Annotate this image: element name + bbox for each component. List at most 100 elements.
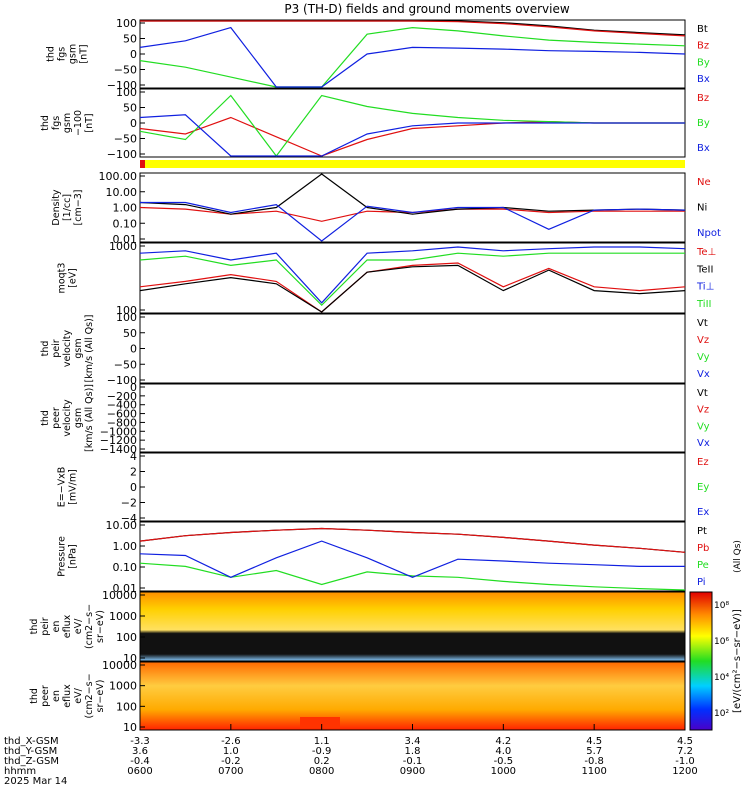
y-axis-label-line: gsm	[73, 338, 84, 358]
legend-Bx: Bx	[697, 74, 710, 85]
y-axis-label-line: [eV]	[68, 268, 79, 288]
legend-Vy: Vy	[697, 352, 710, 363]
legend-Ne: Ne	[697, 177, 711, 188]
legend-Ti⊥: Ti⊥	[696, 282, 714, 293]
plot-title: P3 (TH-D) fields and ground moments over…	[284, 2, 569, 16]
axis-row-label: thd_X-GSM	[4, 736, 59, 747]
x-tick-label: 1.1	[314, 736, 330, 747]
y-axis-label-line: [nT]	[84, 113, 95, 132]
y-axis-label-line: E=−VxB	[57, 467, 68, 508]
y-axis-label-line: en	[51, 621, 62, 633]
y-axis-label-line: [mV/m]	[68, 469, 79, 505]
y-axis-label-line: −100	[73, 110, 84, 136]
y-axis-label-fgs-gsm-100: thdfgsgsm−100[nT]	[40, 110, 95, 136]
y-axis-label-line: [nT]	[79, 44, 90, 63]
y-axis-label-line: gsm	[68, 44, 79, 64]
legend-Pt: Pt	[697, 526, 707, 537]
y-tick-label: 4	[130, 450, 137, 463]
y-axis-label-line: (cm2−s−	[84, 604, 95, 649]
legend-Bz: Bz	[697, 41, 709, 52]
y-axis-label-line: [km/s (All Qs)]	[84, 384, 95, 452]
x-tick-label: 0900	[400, 766, 425, 777]
y-tick-label: 0	[130, 481, 137, 494]
y-tick-label: 10	[123, 652, 137, 665]
y-axis-label-line: thd	[40, 341, 51, 357]
panel-frame-temperature	[139, 242, 686, 314]
x-tick-label: 0700	[218, 766, 243, 777]
panel-frame-efield	[139, 452, 686, 522]
axis-row-label: hhmm	[4, 766, 36, 777]
y-axis-label-line: peer	[51, 407, 62, 429]
y-axis-label-line: peir	[51, 339, 62, 358]
panel-group: 100500−50−100thdfgsgsm[nT]BtBzByBx100500…	[29, 17, 743, 734]
trace-TiII	[139, 252, 685, 307]
y-tick-label: 10	[123, 721, 137, 734]
side-label: (All Qs)	[733, 540, 743, 573]
peer-spectrogram-fill	[140, 662, 685, 730]
y-tick-label: −1000	[100, 425, 137, 438]
y-axis-label-line: thd	[40, 410, 51, 426]
y-tick-label: 100.00	[99, 170, 138, 183]
x-tick-label: 4.2	[495, 736, 511, 747]
x-tick-label: -1.0	[675, 756, 695, 767]
x-tick-label: -3.3	[130, 736, 150, 747]
x-tick-label: 1200	[672, 766, 697, 777]
x-tick-label: 4.5	[677, 736, 693, 747]
colorbar-gradient	[689, 591, 713, 731]
y-axis-label-line: eV/	[73, 687, 84, 703]
y-tick-label: 0.10	[113, 217, 138, 230]
axis-row-label: thd_Y-GSM	[4, 746, 57, 757]
y-tick-label: −100	[107, 79, 137, 92]
x-tick-label: 1000	[491, 766, 516, 777]
y-axis-label-line: eflux	[62, 684, 73, 708]
x-tick-label: 7.2	[677, 746, 693, 757]
y-tick-label: 1000	[109, 680, 137, 693]
x-tick-label: 0.2	[314, 756, 330, 767]
x-tick-label: -2.6	[221, 736, 241, 747]
y-tick-label: −4	[121, 512, 137, 525]
legend-Vz: Vz	[697, 335, 709, 346]
y-axis-label-line: thd	[46, 46, 57, 62]
legend-By: By	[697, 118, 710, 129]
y-tick-label: 0	[130, 48, 137, 61]
date-label: 2025 Mar 14	[4, 776, 67, 787]
trace-Bx	[139, 26, 686, 88]
y-tick-label: 100	[116, 17, 137, 30]
x-tick-label: 1.8	[405, 746, 421, 757]
y-tick-label: 0	[130, 343, 137, 356]
y-axis-label-efield: E=−VxB[mV/m]	[57, 467, 79, 508]
trace-Te⊥	[139, 262, 686, 313]
axis-row-label: thd_Z-GSM	[4, 756, 59, 767]
y-axis-label-line: Density	[51, 189, 62, 225]
x-tick-label: 0800	[309, 766, 334, 777]
y-axis-label-fgs-gsm: thdfgsgsm[nT]	[46, 44, 90, 64]
y-tick-label: 1.00	[113, 202, 138, 215]
trace-Ti⊥	[139, 246, 686, 304]
y-axis-label-line: gsm	[73, 408, 84, 428]
y-axis-label-line: fgs	[57, 47, 68, 61]
status-bar-marker	[140, 160, 145, 168]
trace-Bz	[140, 20, 686, 37]
x-tick-label: -0.4	[130, 756, 150, 767]
x-tick-label: 1100	[581, 766, 606, 777]
y-tick-label: 2	[130, 466, 137, 479]
y-axis-label-line: peir	[40, 617, 51, 636]
y-axis-label-line: eV/	[73, 618, 84, 634]
legend-Pb: Pb	[697, 543, 709, 554]
y-axis-label-line: Pressure	[57, 536, 68, 577]
y-tick-label: 100	[116, 304, 137, 317]
y-axis-label-line: gsm	[62, 113, 73, 133]
y-tick-label: 1000	[109, 610, 137, 623]
y-tick-label: 0	[130, 117, 137, 130]
y-tick-label: 10000	[102, 589, 137, 602]
legend-Vx: Vx	[697, 438, 710, 449]
y-axis-label-line: en	[51, 690, 62, 702]
x-tick-label: -0.5	[494, 756, 514, 767]
y-tick-label: −1200	[100, 434, 137, 447]
y-axis-label-density: Density[1/cc][cm−3]	[51, 189, 84, 225]
y-tick-label: −600	[107, 408, 137, 421]
x-tick-label: 1.0	[223, 746, 239, 757]
y-tick-label: 10.00	[106, 519, 138, 532]
y-axis-label-line: [cm−3]	[73, 190, 84, 226]
